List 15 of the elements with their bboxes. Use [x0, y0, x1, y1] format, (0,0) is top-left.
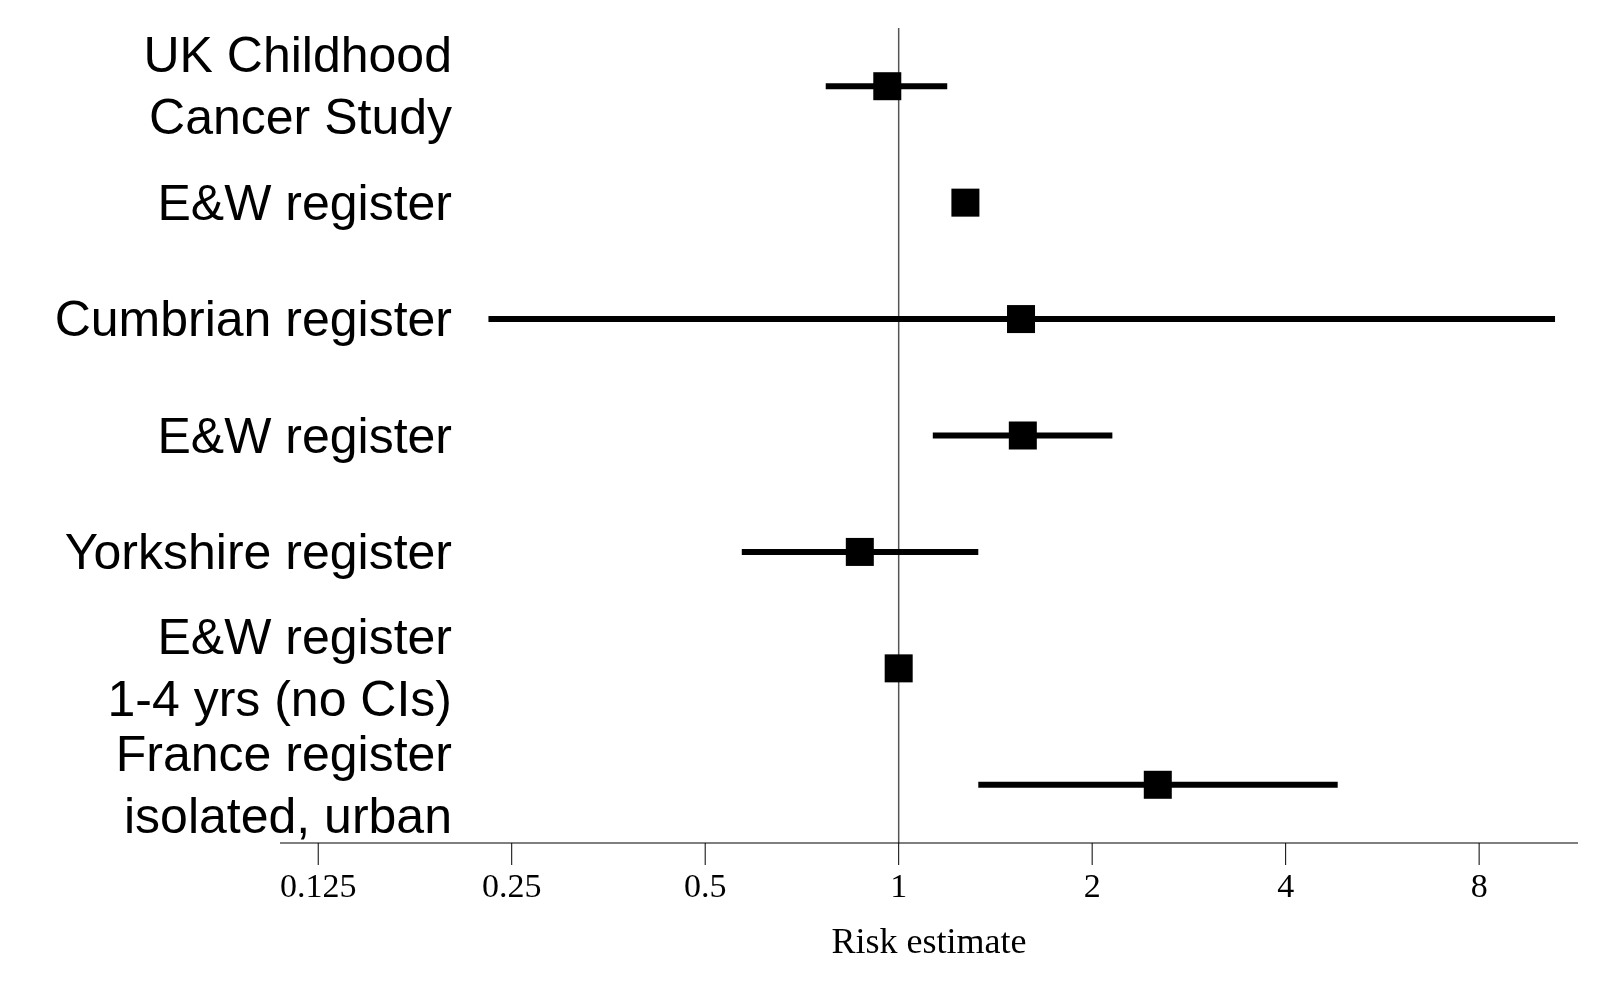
y-tick-label: Cumbrian register	[54, 291, 452, 348]
x-tick-label: 0.125	[279, 867, 357, 905]
y-tick-label: UK Childhood Cancer Study	[143, 27, 452, 146]
y-tick-label: E&W register 1-4 yrs (no CIs)	[107, 609, 452, 728]
x-tick-label: 2	[1083, 867, 1101, 905]
y-tick-label: France register isolated, urban	[115, 725, 452, 844]
x-tick-label: 0.25	[481, 867, 542, 905]
x-tick-label: 1	[890, 867, 908, 905]
x-tick-label: 0.5	[683, 867, 727, 905]
x-axis-title: Risk estimate	[831, 921, 1027, 961]
y-tick-label: E&W register	[157, 174, 452, 231]
x-tick-label: 8	[1470, 867, 1488, 905]
x-tick-label: 4	[1277, 867, 1295, 905]
y-tick-label: E&W register	[157, 407, 452, 464]
y-tick-label: Yorkshire register	[64, 523, 452, 580]
